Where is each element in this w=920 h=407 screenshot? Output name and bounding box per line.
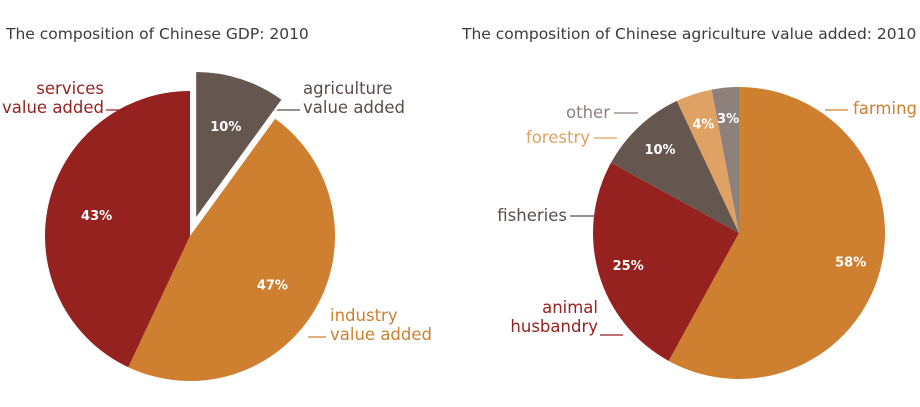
chart-title-agriculture: The composition of Chinese agriculture v… bbox=[461, 25, 916, 43]
pie-slice-fisheries bbox=[611, 100, 739, 234]
value-label-agriculture-value-added: 10% bbox=[210, 120, 241, 135]
value-label-industry-value-added: 47% bbox=[257, 279, 288, 294]
category-label-industry-value-added: value added bbox=[330, 325, 432, 344]
pie-slice-other bbox=[711, 87, 739, 233]
category-label-agriculture-value-added: value added bbox=[303, 98, 405, 117]
category-label-industry-value-added: industry bbox=[330, 306, 398, 325]
category-label-farming: farming bbox=[853, 99, 917, 118]
pie-slice-forestry bbox=[676, 89, 739, 233]
pie-slice-agriculture-value-added bbox=[196, 71, 282, 217]
category-label-services-value-added: value added bbox=[2, 98, 104, 117]
category-label-forestry: forestry bbox=[526, 128, 590, 147]
value-label-fisheries: 10% bbox=[644, 143, 675, 158]
pie-slice-farming bbox=[668, 87, 885, 380]
pie-slice-industry-value-added bbox=[128, 118, 336, 382]
value-label-animal-husbandry: 25% bbox=[613, 259, 644, 274]
pie-slice-services-value-added bbox=[44, 91, 190, 368]
chart-title-gdp: The composition of Chinese GDP: 2010 bbox=[5, 25, 309, 43]
category-label-agriculture-value-added: agriculture bbox=[303, 79, 393, 98]
category-label-animal-husbandry: animal bbox=[542, 298, 598, 317]
category-label-animal-husbandry: husbandry bbox=[510, 317, 598, 336]
value-label-services-value-added: 43% bbox=[81, 209, 112, 224]
value-label-farming: 58% bbox=[835, 256, 866, 271]
pie-slice-animal-husbandry bbox=[592, 162, 739, 361]
value-label-other: 3% bbox=[717, 112, 739, 127]
category-label-other: other bbox=[566, 103, 610, 122]
category-label-services-value-added: services bbox=[36, 79, 104, 98]
value-label-forestry: 4% bbox=[692, 117, 714, 132]
category-label-fisheries: fisheries bbox=[497, 206, 567, 225]
